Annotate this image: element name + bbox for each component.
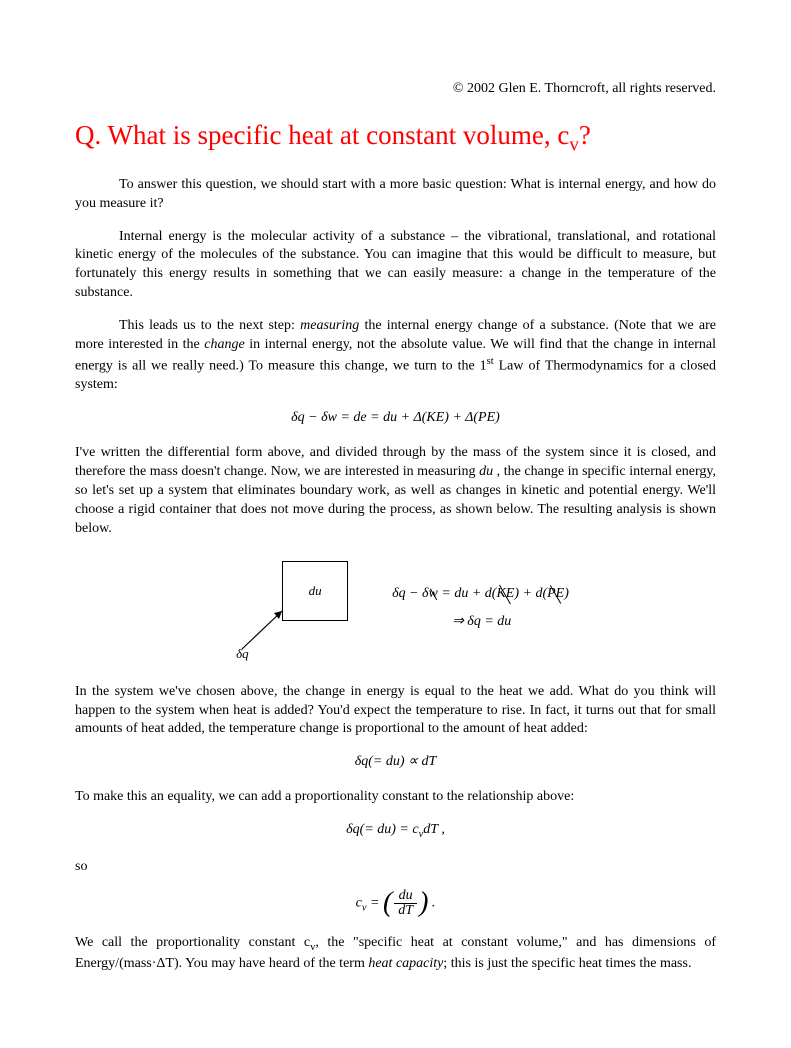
paragraph-7: We call the proportionality constant cv,… xyxy=(75,934,716,974)
fraction: dudT xyxy=(394,889,417,918)
page-title: Q. What is specific heat at constant vol… xyxy=(75,117,716,158)
rigid-box-diagram: du δq xyxy=(222,553,372,663)
eq4-num: du xyxy=(394,889,417,903)
eq4-den: dT xyxy=(394,903,417,918)
equation-3: δq(= du) = cvdT , xyxy=(75,821,716,842)
de1-c: ) + d( xyxy=(514,586,547,601)
p3-change: change xyxy=(204,337,244,352)
title-prefix: Q. What is specific heat at constant vol… xyxy=(75,120,569,150)
p4-du: du xyxy=(479,464,493,479)
p3-measuring: measuring xyxy=(300,318,359,333)
title-subscript: v xyxy=(569,134,578,155)
rigid-box: du xyxy=(282,561,348,621)
de1-d: ) xyxy=(564,586,569,601)
p3-st: st xyxy=(487,356,494,367)
paragraph-6: To make this an equality, we can add a p… xyxy=(75,788,716,807)
equation-4: cv = (dudT) . xyxy=(75,889,716,918)
title-suffix: ? xyxy=(579,120,591,150)
diagram-equations: δq − δw = du + d(KE) + d(PE) ⇒ δq = du xyxy=(392,580,569,636)
eq3-b: dT , xyxy=(423,822,445,837)
equation-1: δq − δw = de = du + Δ(KE) + Δ(PE) xyxy=(75,409,716,428)
paragraph-1: To answer this question, we should start… xyxy=(75,176,716,214)
paragraph-2: Internal energy is the molecular activit… xyxy=(75,228,716,304)
rparen-icon: ) xyxy=(419,892,428,914)
paragraph-5: In the system we've chosen above, the ch… xyxy=(75,683,716,740)
de1-a: δq − δ xyxy=(392,586,428,601)
document-page: © 2002 Glen E. Thorncroft, all rights re… xyxy=(0,0,791,1048)
de1-b: = du + d( xyxy=(438,586,497,601)
diagram-row: du δq δq − δw = du + d(KE) + d(PE) ⇒ δq … xyxy=(75,553,716,663)
de1-pe: PE xyxy=(547,580,564,608)
lparen-icon: ( xyxy=(383,892,392,914)
diagram-eq-2: ⇒ δq = du xyxy=(392,608,569,636)
p3-a: This leads us to the next step: xyxy=(119,318,300,333)
eq4-end: . xyxy=(428,896,435,911)
p7-a: We call the proportionality constant c xyxy=(75,935,310,950)
paragraph-4: I've written the differential form above… xyxy=(75,444,716,538)
eq3-a: δq(= du) = c xyxy=(346,822,418,837)
p7-c: ; this is just the specific heat times t… xyxy=(443,956,691,971)
diagram-eq-1: δq − δw = du + d(KE) + d(PE) xyxy=(392,580,569,608)
copyright-line: © 2002 Glen E. Thorncroft, all rights re… xyxy=(75,80,716,99)
paragraph-3: This leads us to the next step: measurin… xyxy=(75,317,716,395)
de1-w: w xyxy=(429,580,438,608)
dq-label: δq xyxy=(236,645,249,663)
p7-hc: heat capacity xyxy=(368,956,443,971)
eq4-eq: = xyxy=(366,896,382,911)
box-label: du xyxy=(309,582,322,600)
equation-2: δq(= du) ∝ dT xyxy=(75,753,716,772)
so-label: so xyxy=(75,858,716,877)
de1-ke: KE xyxy=(496,580,514,608)
